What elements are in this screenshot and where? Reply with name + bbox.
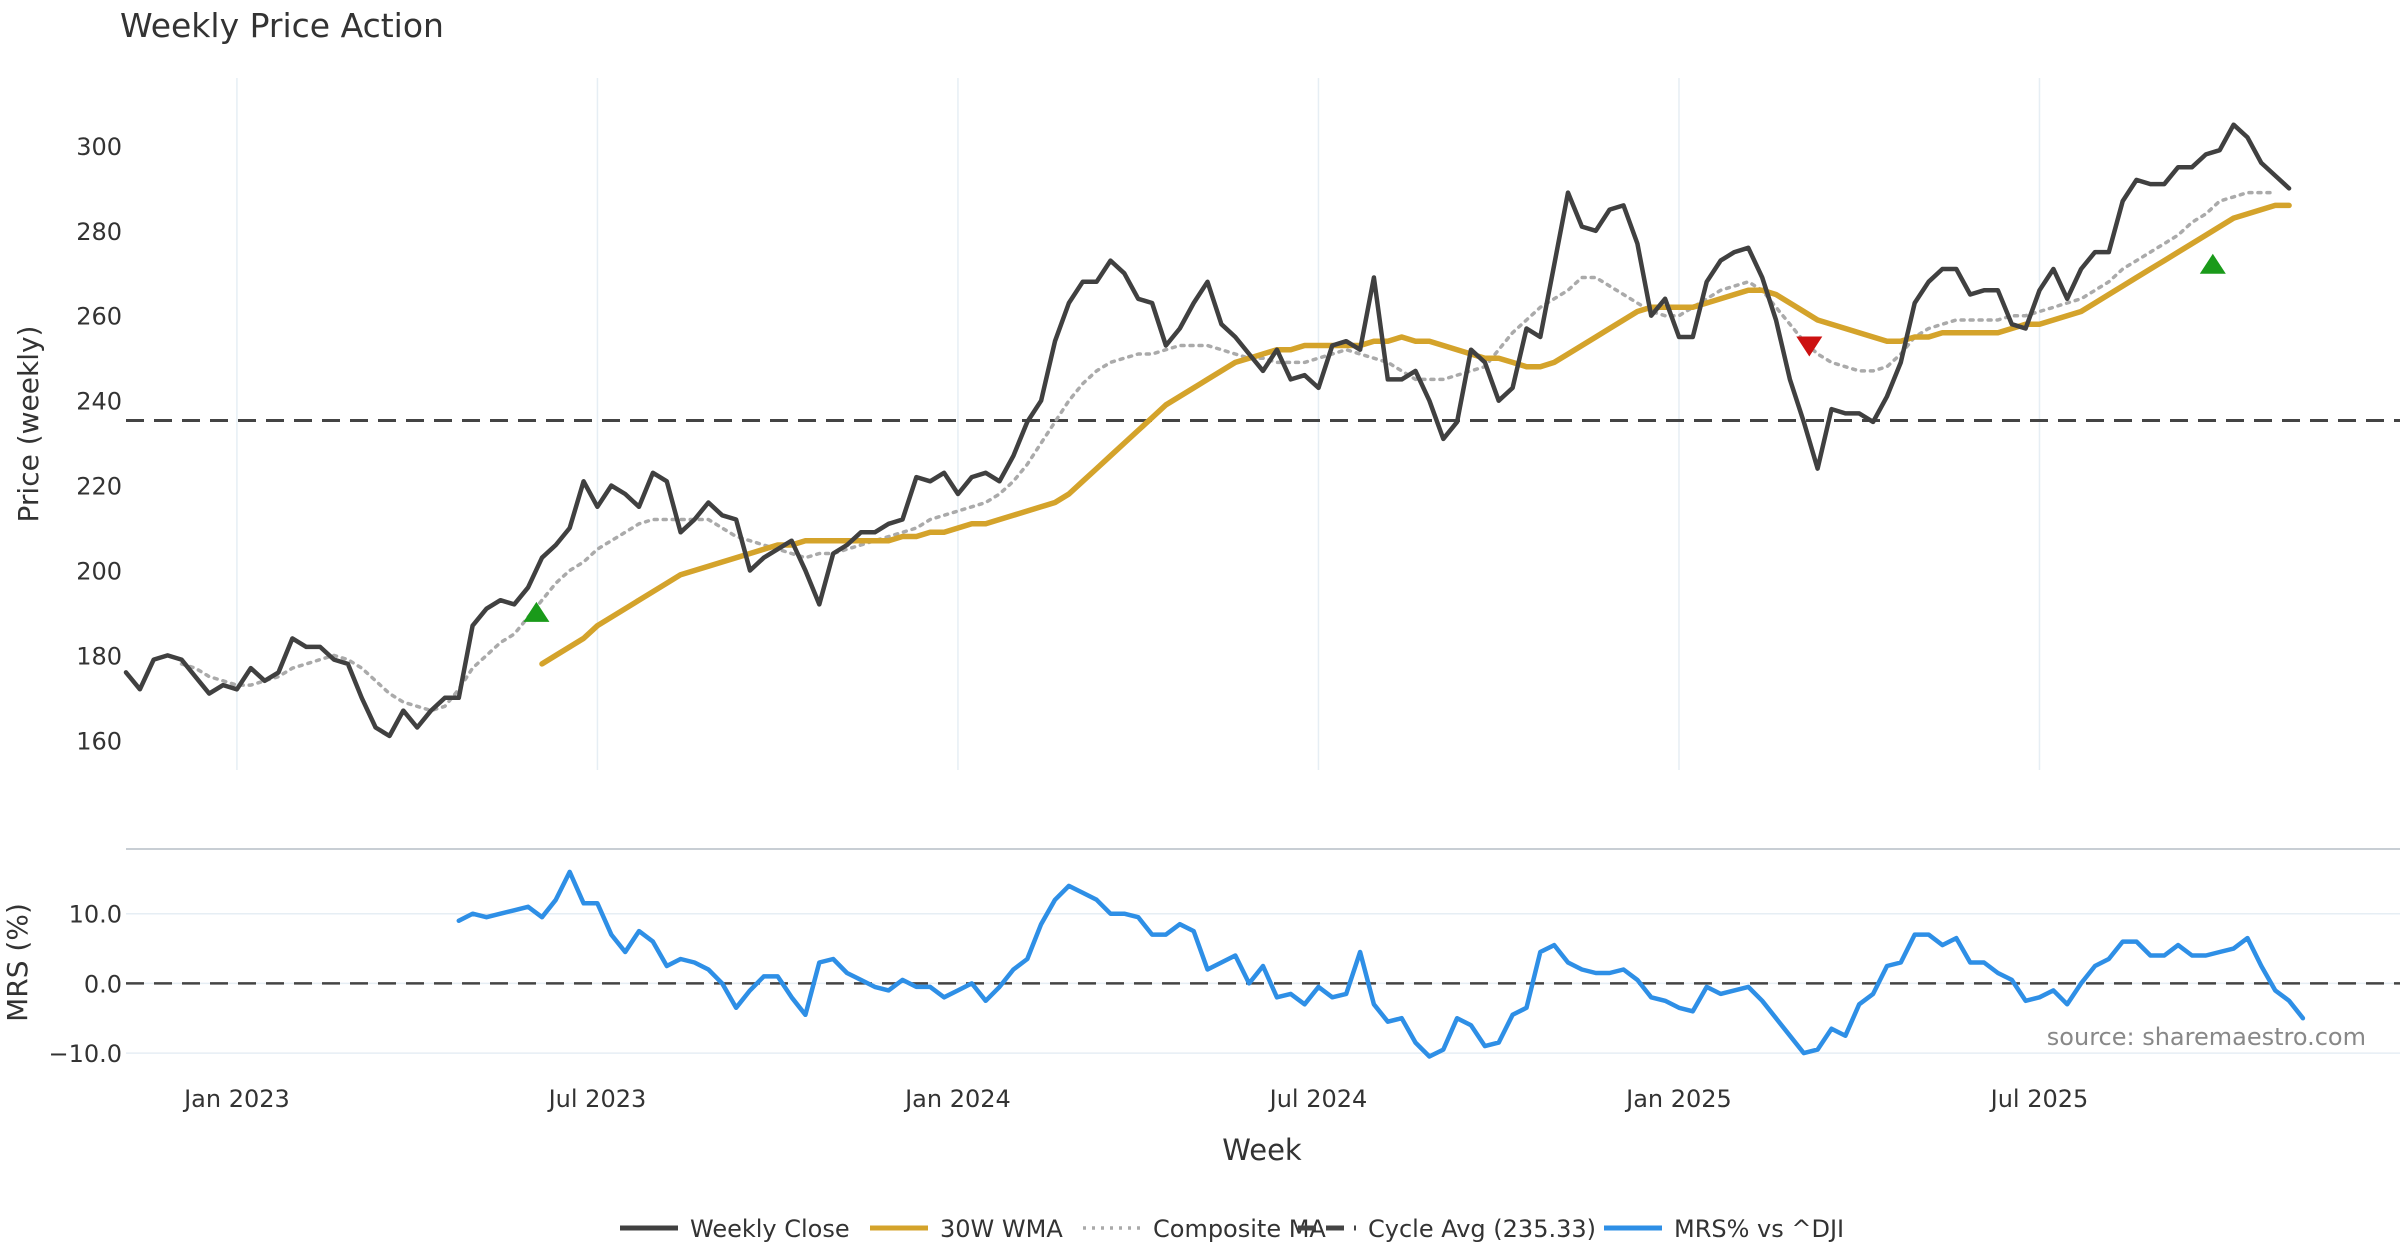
buy-signal-marker	[523, 601, 550, 622]
price-y-axis-label: Price (weekly)	[12, 326, 45, 523]
grid-layer	[236, 78, 2041, 770]
x-tick-label: Jan 2023	[182, 1085, 290, 1113]
legend: Weekly Close 30W WMA Composite MA Cycle Avg…	[620, 1215, 1844, 1243]
mrs-panel: −10.0 0.0 10.0 MRS (%)	[1, 869, 2400, 1068]
x-tick-label: Jul 2024	[1268, 1085, 1368, 1113]
price-y-tick-label: 180	[76, 642, 122, 670]
price-y-tick-label: 300	[76, 133, 122, 161]
x-tick-label: Jan 2025	[1624, 1085, 1732, 1113]
x-axis: Jan 2023 Jul 2023 Jan 2024 Jul 2024 Jan 2025…	[182, 1085, 2088, 1113]
source-note: source: sharemaestro.com	[2047, 1023, 2366, 1051]
legend-label: MRS% vs ^DJI	[1674, 1215, 1844, 1243]
x-axis-label: Week	[1222, 1133, 1302, 1167]
price-y-tick-label: 160	[76, 727, 122, 755]
price-y-tick-label: 280	[76, 218, 122, 246]
price-y-tick-label: 200	[76, 557, 122, 585]
mrs-y-tick-label: 10.0	[69, 901, 122, 929]
buy-signal-marker	[2199, 253, 2226, 274]
legend-label: 30W WMA	[940, 1215, 1063, 1243]
weekly-close-series	[123, 122, 2292, 739]
wma-30w-series	[539, 202, 2292, 667]
mrs-y-tick-label: −10.0	[48, 1040, 122, 1068]
x-tick-label: Jul 2023	[547, 1085, 647, 1113]
legend-label: Cycle Avg (235.33)	[1368, 1215, 1596, 1243]
price-y-tick-label: 240	[76, 388, 122, 416]
price-y-tick-label: 260	[76, 303, 122, 331]
x-tick-label: Jul 2025	[1989, 1085, 2089, 1113]
chart-title: Weekly Price Action	[120, 6, 444, 45]
mrs-series	[456, 869, 2306, 1059]
price-y-tick-label: 220	[76, 473, 122, 501]
mrs-y-axis-label: MRS (%)	[1, 903, 34, 1022]
sell-signal-marker	[1796, 336, 1823, 357]
legend-label: Composite MA	[1153, 1215, 1326, 1243]
price-panel: 160 180 200 220 240 260 280 300 Price (weekly)	[12, 122, 2400, 755]
legend-label: Weekly Close	[690, 1215, 850, 1243]
composite-ma-series	[179, 190, 2277, 713]
x-tick-label: Jan 2024	[903, 1085, 1011, 1113]
mrs-y-tick-label: 0.0	[84, 970, 122, 998]
